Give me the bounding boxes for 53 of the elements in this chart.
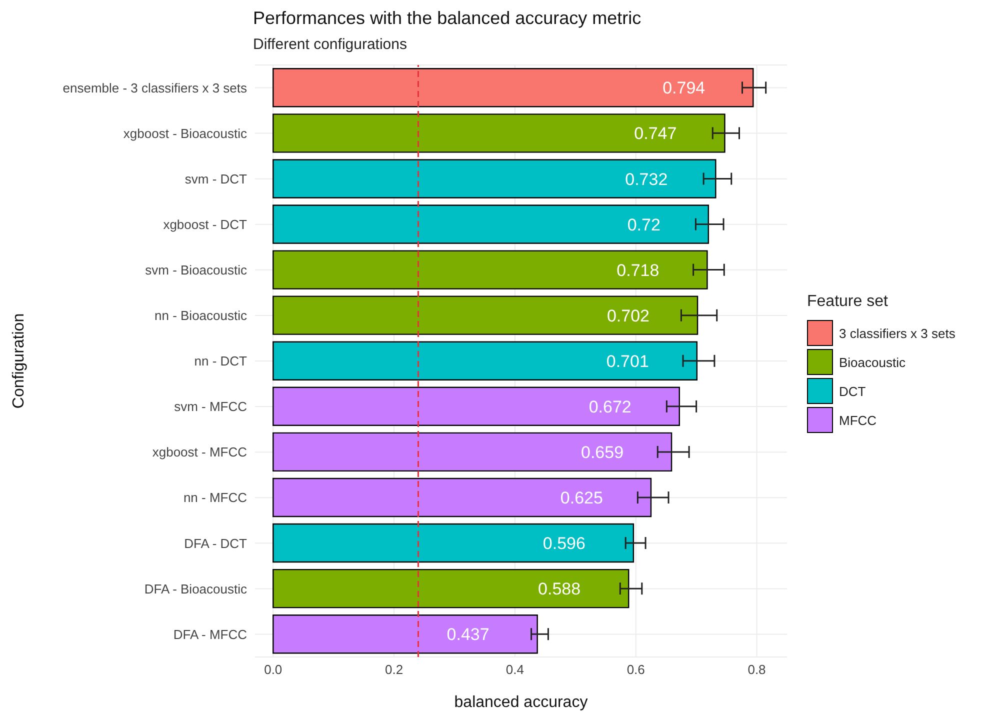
data-label: 0.672 <box>588 397 632 416</box>
legend-label: 3 classifiers x 3 sets <box>839 326 956 340</box>
bar <box>272 68 754 108</box>
x-tick-label: 0.8 <box>748 662 766 678</box>
bar <box>272 568 630 608</box>
data-label: 0.588 <box>538 580 581 599</box>
legend-label: Bioacoustic <box>839 354 906 370</box>
legend-label: MFCC <box>839 412 877 428</box>
y-tick-label: DFA - MFCC <box>173 626 247 642</box>
legend-label: DCT <box>839 384 866 398</box>
y-tick-label: DFA - Bioacoustic <box>144 581 248 596</box>
chart-title: Performances with the balanced accuracy metric <box>253 8 642 29</box>
x-tick-label: 0.2 <box>385 662 404 678</box>
x-tick-label: 0.4 <box>506 662 524 678</box>
y-tick-label: svm - MFCC <box>174 399 247 414</box>
x-tick-label: 0.0 <box>264 662 282 678</box>
data-label: 0.747 <box>634 124 677 144</box>
bar <box>272 341 698 380</box>
legend-title: Feature set <box>807 292 889 310</box>
data-label: 0.702 <box>606 306 650 326</box>
y-tick-label: svm - DCT <box>184 171 248 186</box>
y-tick-label: nn - MFCC <box>183 490 247 506</box>
y-tick-label: svm - Bioacoustic <box>145 262 248 278</box>
data-label: 0.72 <box>627 215 660 234</box>
data-label: 0.732 <box>625 170 668 189</box>
bar <box>272 114 726 153</box>
data-label: 0.437 <box>446 625 490 644</box>
y-tick-label: xgboost - MFCC <box>152 444 247 460</box>
bar <box>272 614 538 654</box>
data-label: 0.659 <box>580 442 624 462</box>
bar <box>272 204 710 244</box>
y-tick-label: nn - Bioacoustic <box>154 308 248 324</box>
bar <box>272 250 708 290</box>
data-label: 0.596 <box>542 534 586 554</box>
x-axis-title: balanced accuracy <box>454 694 588 711</box>
y-axis-title: Configuration <box>10 313 28 409</box>
bar <box>272 296 698 335</box>
data-label: 0.701 <box>606 352 649 371</box>
data-label: 0.718 <box>616 260 660 280</box>
data-label: 0.794 <box>662 78 706 98</box>
y-tick-label: xgboost - DCT <box>163 217 248 232</box>
y-tick-label: ensemble - 3 classifiers x 3 sets <box>62 80 248 96</box>
bar <box>272 386 680 426</box>
bar <box>272 523 634 563</box>
bar <box>272 432 672 472</box>
x-tick-label: 0.6 <box>626 662 645 678</box>
data-label: 0.625 <box>560 488 603 508</box>
bar <box>272 478 652 518</box>
y-tick-label: DFA - DCT <box>184 536 248 551</box>
y-tick-label: nn - DCT <box>194 354 248 369</box>
chart-subtitle: Different configurations <box>253 36 407 53</box>
bar <box>272 159 716 198</box>
y-tick-label: xgboost - Bioacoustic <box>123 126 248 141</box>
